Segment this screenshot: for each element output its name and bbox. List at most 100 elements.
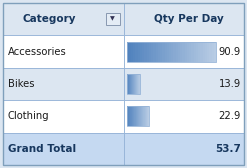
Bar: [145, 106, 146, 127]
Bar: [128, 74, 129, 94]
Bar: [129, 106, 130, 127]
Bar: [130, 74, 131, 94]
Bar: [133, 106, 134, 127]
Bar: [131, 74, 132, 94]
Bar: [135, 74, 136, 94]
Bar: [203, 41, 205, 62]
Bar: [135, 106, 136, 127]
Bar: [140, 106, 141, 127]
Bar: [141, 106, 142, 127]
Text: Category: Category: [22, 14, 76, 24]
Bar: [137, 106, 138, 127]
Bar: [142, 106, 143, 127]
Bar: [133, 41, 136, 62]
Bar: [156, 41, 158, 62]
Bar: [140, 41, 143, 62]
Bar: [126, 41, 129, 62]
Bar: [194, 41, 196, 62]
Bar: [136, 106, 137, 127]
Text: Grand Total: Grand Total: [8, 144, 76, 154]
Bar: [139, 74, 140, 94]
Bar: [126, 106, 127, 127]
Bar: [127, 106, 128, 127]
Bar: [211, 41, 214, 62]
Bar: [147, 41, 149, 62]
Bar: [180, 41, 183, 62]
Bar: [132, 74, 133, 94]
Bar: [133, 106, 134, 127]
Bar: [147, 106, 148, 127]
Bar: [137, 106, 138, 127]
Text: Accessories: Accessories: [8, 47, 67, 57]
Bar: [196, 41, 198, 62]
Bar: [105, 13, 120, 25]
Bar: [124, 68, 244, 100]
Bar: [153, 41, 156, 62]
Text: Clothing: Clothing: [8, 111, 50, 121]
Bar: [129, 74, 130, 94]
Bar: [207, 41, 210, 62]
Bar: [3, 100, 124, 133]
Bar: [3, 133, 124, 165]
Bar: [129, 41, 131, 62]
Bar: [138, 106, 139, 127]
Bar: [147, 106, 148, 127]
Bar: [126, 74, 127, 94]
Bar: [158, 41, 160, 62]
Bar: [126, 106, 149, 127]
Bar: [144, 106, 145, 127]
Bar: [198, 41, 201, 62]
Bar: [134, 106, 135, 127]
Bar: [173, 41, 176, 62]
Bar: [3, 68, 124, 100]
Bar: [139, 106, 140, 127]
Bar: [136, 74, 137, 94]
Bar: [132, 74, 133, 94]
Bar: [131, 74, 132, 94]
Bar: [130, 106, 131, 127]
Text: Bikes: Bikes: [8, 79, 35, 89]
Text: 22.9: 22.9: [219, 111, 241, 121]
Bar: [136, 74, 137, 94]
Bar: [209, 41, 212, 62]
Bar: [151, 41, 154, 62]
Bar: [171, 41, 174, 62]
Bar: [162, 41, 165, 62]
Bar: [126, 74, 140, 94]
Text: 90.9: 90.9: [219, 47, 241, 57]
Text: Qty Per Day: Qty Per Day: [154, 14, 224, 24]
Bar: [138, 106, 139, 127]
Bar: [191, 41, 194, 62]
Bar: [137, 74, 138, 94]
Text: ▼: ▼: [110, 17, 115, 22]
Bar: [127, 74, 128, 94]
Text: 53.7: 53.7: [215, 144, 241, 154]
Bar: [140, 74, 141, 94]
Bar: [178, 41, 181, 62]
Bar: [214, 41, 216, 62]
Bar: [130, 74, 131, 94]
Bar: [141, 106, 142, 127]
Bar: [144, 41, 147, 62]
Bar: [3, 35, 124, 68]
Bar: [137, 74, 138, 94]
Bar: [143, 106, 144, 127]
Bar: [124, 100, 244, 133]
Bar: [135, 74, 136, 94]
Bar: [134, 74, 135, 94]
Bar: [124, 3, 244, 35]
Bar: [148, 106, 149, 127]
Bar: [138, 41, 140, 62]
Bar: [167, 41, 169, 62]
Bar: [131, 106, 132, 127]
Bar: [128, 74, 129, 94]
Bar: [160, 41, 163, 62]
Bar: [176, 41, 178, 62]
Bar: [126, 41, 216, 62]
Bar: [131, 41, 134, 62]
Bar: [148, 106, 149, 127]
Bar: [200, 41, 203, 62]
Bar: [129, 106, 130, 127]
Bar: [124, 133, 244, 165]
Bar: [183, 41, 185, 62]
